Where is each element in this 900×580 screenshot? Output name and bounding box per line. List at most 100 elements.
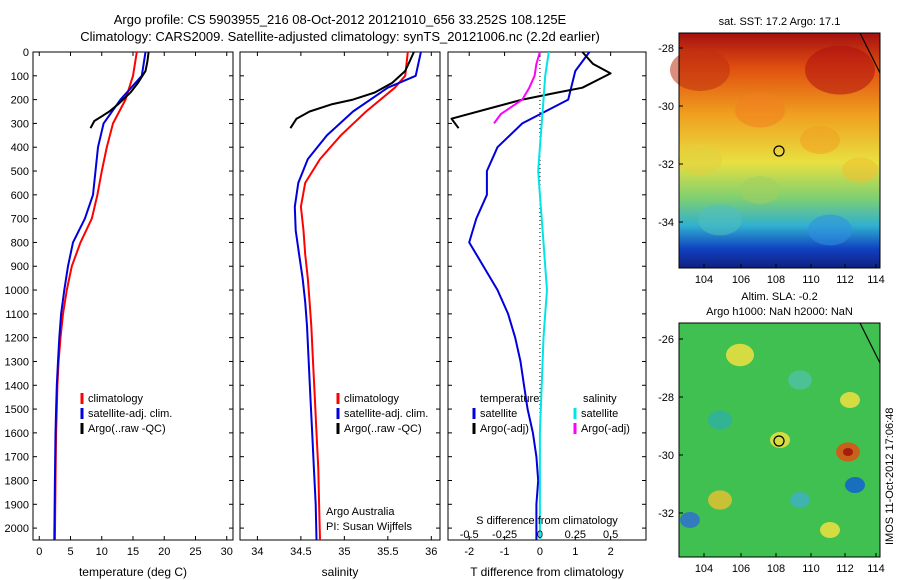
map-y-tick-label: -32 <box>658 159 674 171</box>
map-y-tick-label: -30 <box>658 450 674 462</box>
x-tick-label: -2 <box>464 546 474 558</box>
map-title: Altim. SLA: -0.2 <box>741 291 817 303</box>
y-tick-label: 1800 <box>5 475 29 487</box>
x-tick-label: 25 <box>189 546 201 558</box>
sla-patch <box>843 448 853 456</box>
map-x-tick-label: 110 <box>802 563 820 575</box>
y-tick-label: 600 <box>11 190 29 202</box>
argo-location-marker <box>773 435 785 447</box>
annotation-pi: PI: Susan Wijffels <box>326 521 412 533</box>
panel-temperature: 0 5 10 15 20 25 300100200300400500600700800900… <box>5 47 234 579</box>
map-frame <box>678 322 881 558</box>
legend-label: satellite-adj. clim. <box>88 408 172 420</box>
legend-label: satellite <box>480 408 517 420</box>
map-x-tick-label: 104 <box>695 563 713 575</box>
x-tick-label: 10 <box>96 546 108 558</box>
map-x-tick-label: 112 <box>836 563 854 575</box>
x-tick-label: 34 <box>251 546 263 558</box>
legend-label: Argo(-adj) <box>581 423 630 435</box>
y-tick-label: 0 <box>23 47 29 59</box>
x-tick-label: 20 <box>158 546 170 558</box>
figure-title-line2: Climatology: CARS2009. Satellite-adjuste… <box>80 29 600 44</box>
sst-patch <box>678 144 722 176</box>
sla-patch <box>840 392 860 408</box>
s-tick-label: -0.25 <box>492 529 517 541</box>
series-line-argo-raw-qc- <box>289 51 415 129</box>
y-tick-label: 2000 <box>5 523 29 535</box>
series-line-argo-raw-qc- <box>89 51 150 129</box>
map-y-tick-label: -28 <box>658 392 674 404</box>
sla-patch <box>788 370 812 390</box>
annotation-argo-australia: Argo Australia <box>326 506 395 518</box>
sst-patch <box>808 214 852 246</box>
x-tick-label: 0 <box>537 546 543 558</box>
y-tick-label: 500 <box>11 166 29 178</box>
y-tick-label: 1600 <box>5 428 29 440</box>
x-tick-label: 0 <box>36 546 42 558</box>
x-axis-label: T difference from climatology <box>470 565 624 579</box>
x-tick-label: -1 <box>500 546 510 558</box>
y-tick-label: 1200 <box>5 333 29 345</box>
x-tick-label: 35 <box>338 546 350 558</box>
map-x-tick-label: 106 <box>732 274 750 286</box>
map-x-tick-label: 114 <box>867 563 885 575</box>
legend-label: satellite <box>581 408 618 420</box>
coastline <box>859 32 881 74</box>
series-line-salinity-argo-adj- <box>493 51 541 124</box>
sst-patch <box>740 176 780 204</box>
y-tick-label: 1300 <box>5 356 29 368</box>
map-y-tick-label: -26 <box>658 334 674 346</box>
y-tick-label: 800 <box>11 237 29 249</box>
x-tick-label: 36 <box>425 546 437 558</box>
x-tick-label: 2 <box>608 546 614 558</box>
map-title: Argo h1000: NaN h2000: NaN <box>706 306 853 318</box>
legend-label: Argo(..raw -QC) <box>344 423 422 435</box>
x-axis-label: temperature (deg C) <box>79 565 187 579</box>
y-tick-label: 1700 <box>5 452 29 464</box>
legend-label: Argo(..raw -QC) <box>88 423 166 435</box>
sla-patch <box>680 512 700 528</box>
x-tick-label: 35.5 <box>377 546 398 558</box>
y-tick-label: 700 <box>11 214 29 226</box>
map-x-tick-label: 114 <box>867 274 885 286</box>
sst-patch <box>698 204 742 236</box>
map-panel-sst: sat. SST: 17.2 Argo: 17.1 104 106 108 110 112… <box>658 16 885 286</box>
coastline <box>859 322 881 364</box>
map-panel-sla: Altim. SLA: -0.2 Argo h1000: NaN h2000: N… <box>658 291 885 575</box>
series-line-satellite-adj-clim- <box>293 51 422 541</box>
map-title: sat. SST: 17.2 Argo: 17.1 <box>719 16 841 28</box>
legend-title-salinity: salinity <box>583 393 617 405</box>
map-frame <box>678 32 881 269</box>
series-line-climatology <box>299 51 409 541</box>
x-tick-label: 34.5 <box>290 546 311 558</box>
sla-patch <box>726 343 754 367</box>
sst-patch <box>735 92 785 128</box>
y-tick-label: 100 <box>11 71 29 83</box>
s-tick-label: 0.5 <box>603 529 618 541</box>
map-y-tick-label: -28 <box>658 43 674 55</box>
sla-patch <box>790 492 810 508</box>
y-tick-label: 900 <box>11 261 29 273</box>
panel-difference-from-climatology: -2 -1 0 1 2 -0.5 -0.25 0 0.25 0.5 S difference fro… <box>447 51 647 579</box>
x-tick-label: 5 <box>67 546 73 558</box>
s-tick-label: 0.25 <box>565 529 586 541</box>
y-tick-label: 1500 <box>5 404 29 416</box>
legend-label: climatology <box>344 393 400 405</box>
legend-label: climatology <box>88 393 144 405</box>
map-x-tick-label: 112 <box>836 274 854 286</box>
plot-frame <box>239 51 441 541</box>
sst-patch <box>805 45 875 95</box>
x-axis-label: salinity <box>322 565 359 579</box>
map-x-tick-label: 108 <box>767 274 785 286</box>
y-tick-label: 1900 <box>5 499 29 511</box>
map-x-tick-label: 106 <box>732 563 750 575</box>
y-tick-label: 300 <box>11 118 29 130</box>
map-x-tick-label: 108 <box>767 563 785 575</box>
y-tick-label: 200 <box>11 95 29 107</box>
y-tick-label: 1400 <box>5 380 29 392</box>
map-y-tick-label: -32 <box>658 508 674 520</box>
series-line-satellite-adj-clim- <box>53 51 147 541</box>
map-y-tick-label: -30 <box>658 101 674 113</box>
legend-title-temperature: temperature <box>480 393 539 405</box>
